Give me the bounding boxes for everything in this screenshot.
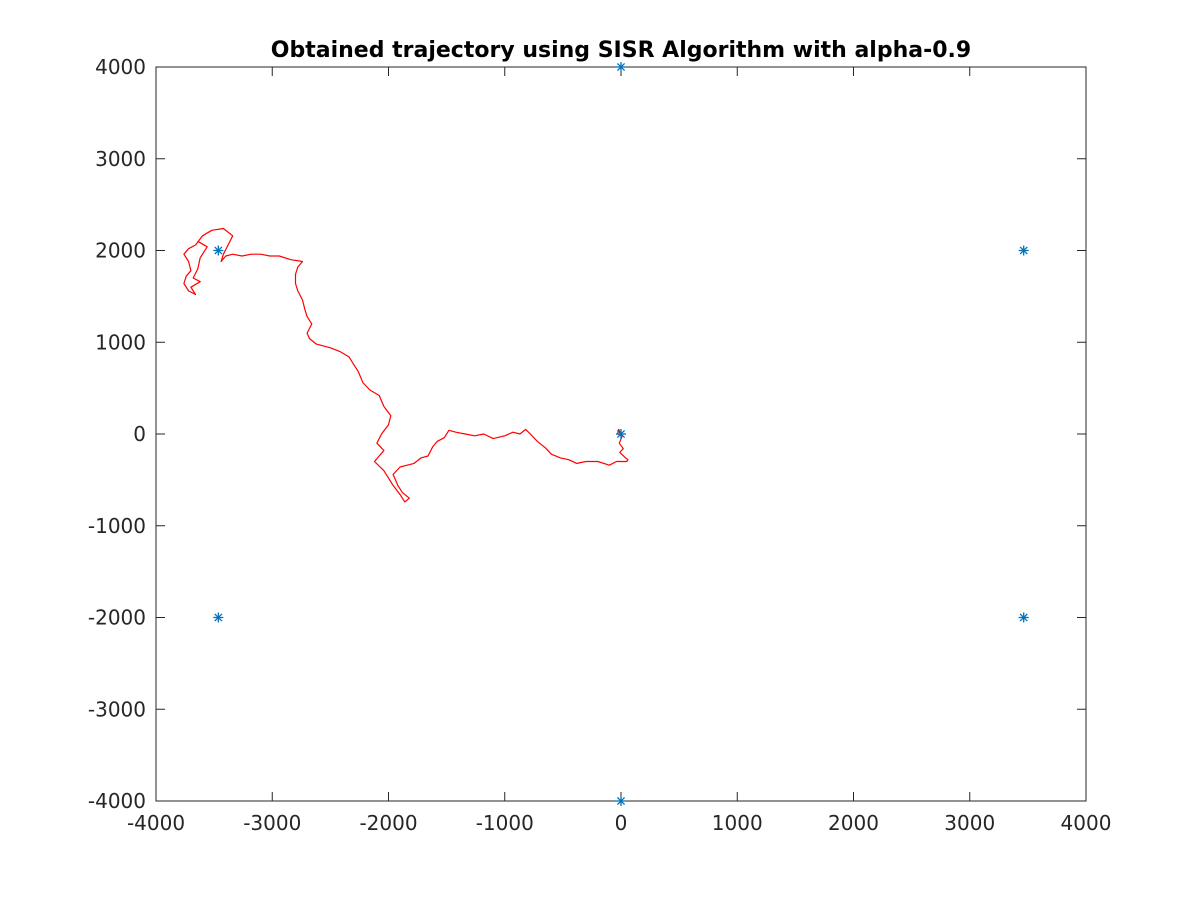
y-tick-label: 4000: [95, 55, 146, 79]
x-tick-label: 4000: [1061, 811, 1112, 835]
anchor-marker: [616, 796, 626, 806]
x-tick-label: -4000: [127, 811, 185, 835]
marker-stroke: [1019, 613, 1028, 622]
marker-stroke: [616, 429, 626, 439]
plot-area: -4000 -3000 -2000 -1000 0 1000 2000 3000 4000 -4…: [88, 55, 1112, 835]
y-tick-label: 2000: [95, 239, 146, 263]
x-tick-label: 3000: [944, 811, 995, 835]
x-tick-label: -1000: [476, 811, 534, 835]
series-layer: [183, 62, 1029, 806]
y-tick-label: -4000: [88, 789, 146, 813]
y-tick-label: -3000: [88, 697, 146, 721]
anchor-marker: [1018, 245, 1029, 256]
x-tick-label: -2000: [359, 811, 417, 835]
anchor-marker: [616, 429, 626, 439]
trajectory-line: [183, 227, 629, 503]
x-tick-label: 0: [615, 811, 628, 835]
anchor-marker: [213, 612, 224, 623]
y-tick-label: 0: [133, 422, 146, 446]
anchor-marker: [616, 62, 626, 72]
x-tick-label: 2000: [828, 811, 879, 835]
marker-stroke: [214, 246, 223, 255]
x-tick-label: -3000: [243, 811, 301, 835]
y-tick-label: 1000: [95, 330, 146, 354]
chart-title: Obtained trajectory using SISR Algorithm…: [271, 38, 971, 63]
x-tick-labels: -4000 -3000 -2000 -1000 0 1000 2000 3000 4000: [127, 811, 1112, 835]
x-tick-label: 1000: [712, 811, 763, 835]
y-tick-label: -2000: [88, 606, 146, 630]
axis-ticks: [155, 66, 1087, 802]
marker-stroke: [616, 62, 626, 72]
y-tick-labels: -4000 -3000 -2000 -1000 0 1000 2000 3000 4000: [88, 55, 146, 813]
anchor-marker: [1018, 612, 1029, 623]
y-tick-label: 3000: [95, 147, 146, 171]
marker-stroke: [214, 613, 223, 622]
y-tick-label: -1000: [88, 514, 146, 538]
anchor-marker: [213, 245, 224, 256]
marker-stroke: [616, 796, 626, 806]
marker-stroke: [1019, 246, 1028, 255]
